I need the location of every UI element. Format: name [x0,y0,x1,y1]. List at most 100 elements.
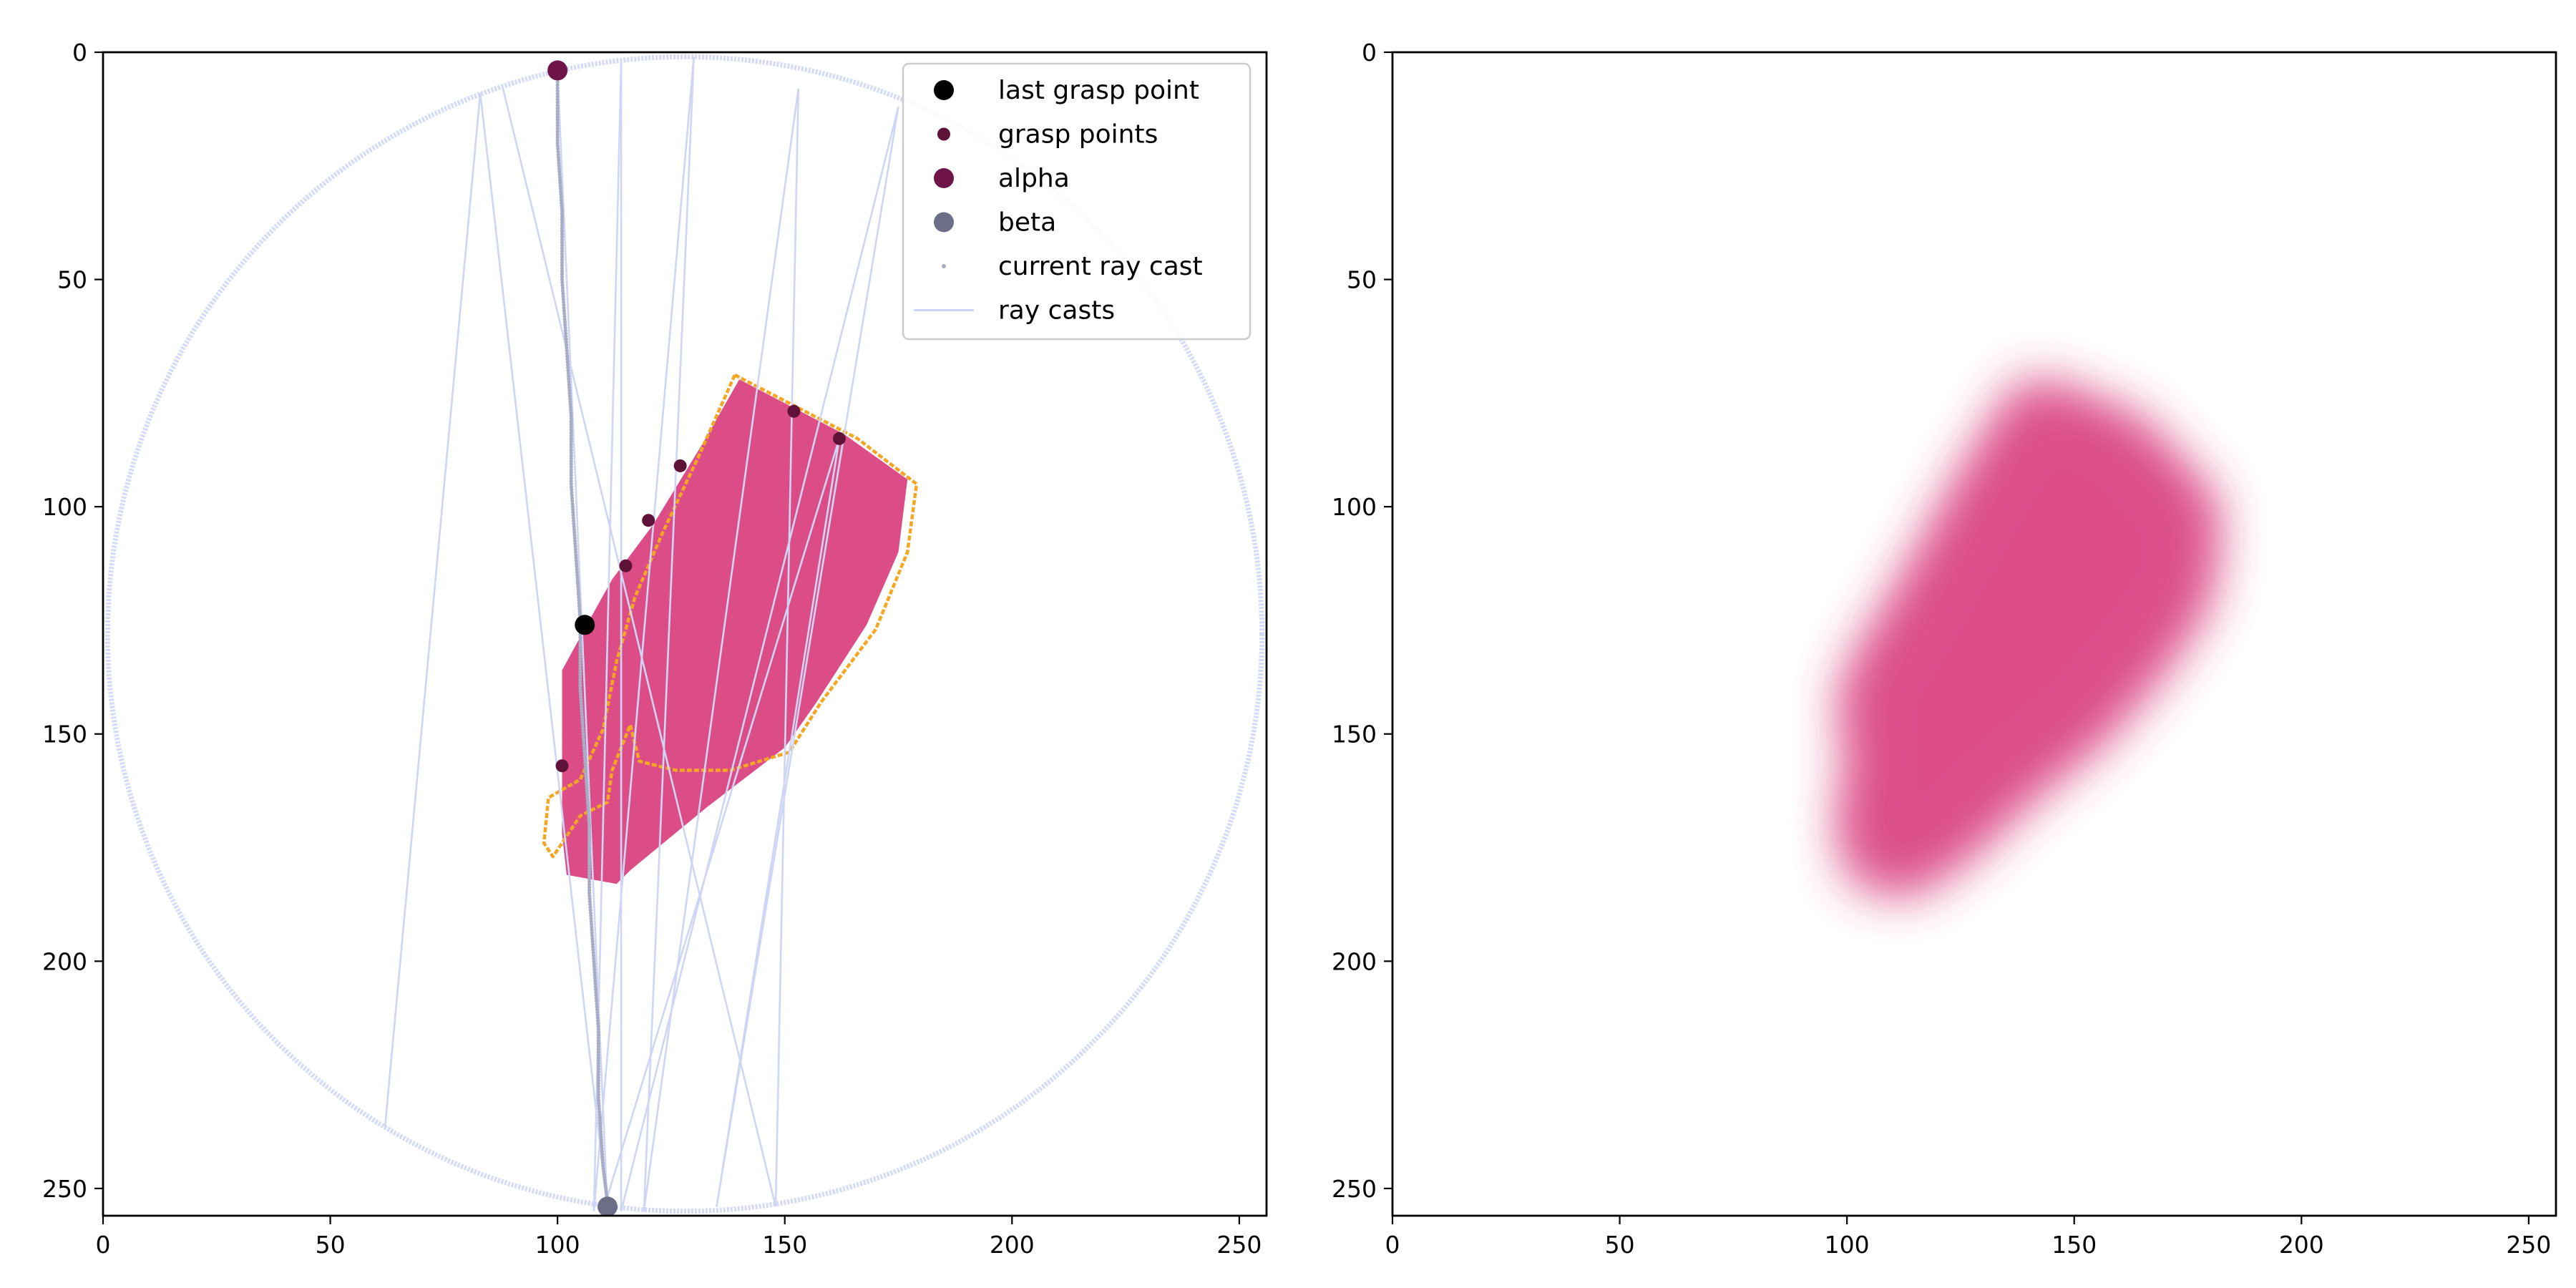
current-ray-cast-point [563,323,567,327]
current-ray-cast-point [565,357,570,361]
current-ray-cast-point [597,1107,601,1111]
current-ray-cast-point [577,595,581,600]
current-ray-cast-point [602,1172,606,1176]
current-ray-cast-point [555,100,560,104]
current-ray-cast-point [583,760,587,765]
current-ray-cast-point [596,1070,600,1074]
current-ray-cast-point [585,780,589,784]
current-ray-cast-point [560,280,565,285]
current-ray-cast-point [574,553,578,557]
right-axes-frame [1391,51,2557,1217]
current-ray-cast-point [578,650,582,654]
alpha-point [547,60,568,81]
current-ray-cast-point [565,363,570,367]
current-ray-cast-point [596,1044,600,1049]
ray-cast-line [716,107,899,1207]
current-ray-cast-point [587,854,592,859]
x-tick-label: 50 [1605,1231,1635,1259]
current-ray-cast-point [557,158,561,162]
y-tick-label: 250 [42,1175,87,1203]
current-ray-cast-point [560,206,564,210]
right-panel-axes: 0 50 100 150 200 250 0 50 100 150 200 250 [1332,39,2557,1259]
current-ray-cast-point [587,865,592,869]
current-ray-cast-point [582,751,587,756]
current-ray-cast-point [583,769,588,773]
current-ray-cast-point [592,976,597,980]
current-ray-cast-point [562,311,567,316]
current-ray-cast-point [590,933,595,938]
current-ray-cast-point [579,703,584,708]
current-ray-cast-point [596,1084,600,1088]
current-ray-cast-point [588,902,592,907]
ray-cast-line [716,438,841,1207]
current-ray-cast-point [559,197,564,203]
current-ray-cast-point [565,360,570,364]
current-ray-cast-point [598,1121,602,1126]
current-ray-cast-point [592,973,597,977]
current-ray-cast-point [578,689,582,693]
current-ray-cast-point [586,803,590,807]
current-ray-cast-point [581,735,586,739]
current-ray-cast-point [593,979,597,983]
current-ray-cast-point [590,925,594,930]
current-ray-cast-point [585,794,590,799]
current-ray-cast-point [566,369,570,373]
current-ray-cast-point [566,374,571,379]
current-ray-cast-point [593,985,597,989]
current-ray-cast-point [575,567,579,572]
current-ray-cast-point [567,385,572,390]
current-ray-cast-point [598,1126,602,1131]
current-ray-cast-point [576,592,581,597]
current-ray-cast-point [577,601,581,605]
current-ray-cast-point [587,894,592,898]
current-ray-cast-point [569,457,573,461]
current-ray-cast-point [555,103,560,107]
y-tick-label: 150 [1332,721,1377,748]
x-tick-label: 200 [990,1231,1035,1259]
current-ray-cast-point [555,135,560,140]
current-ray-cast-point [602,1169,606,1174]
current-ray-cast-point [555,144,560,148]
current-ray-cast-point [596,1061,600,1065]
current-ray-cast-point [569,467,573,472]
current-ray-cast-point [602,1175,607,1179]
current-ray-cast-point [569,479,573,484]
legend-marker [942,264,946,268]
x-tick-label: 250 [2506,1231,2551,1259]
current-ray-cast-point [595,1016,600,1020]
current-ray-cast-point [557,178,562,182]
current-ray-cast-point [560,277,565,282]
current-ray-cast-point [592,965,597,969]
current-ray-cast-point [569,411,573,415]
current-ray-cast-point [596,1041,600,1046]
current-ray-cast-point [596,1058,600,1063]
grasp-point [555,759,569,773]
legend-marker [937,127,950,141]
current-ray-cast-point [595,999,599,1003]
current-ray-cast-point [575,564,579,569]
current-ray-cast-point [569,428,573,432]
current-ray-cast-point [594,990,598,995]
current-ray-cast-point [555,106,560,110]
current-ray-cast-point [599,1135,603,1140]
current-ray-cast-point [579,695,583,699]
heatmap-blob-core [1847,384,2211,889]
current-ray-cast-point [560,252,565,256]
current-ray-cast-point [566,366,570,370]
current-ray-cast-point [570,507,575,512]
current-ray-cast-point [578,663,582,668]
current-ray-cast-point [568,402,572,406]
y-tick-label: 0 [1362,39,1377,67]
current-ray-cast-point [572,533,577,537]
right-plot-content [1847,384,2211,889]
current-ray-cast-point [582,743,586,748]
current-ray-cast-point [589,914,593,918]
current-ray-cast-point [582,746,587,751]
left-axis-ticks: 0 50 100 150 200 250 0 50 100 150 200 250 [42,39,1262,1259]
current-ray-cast-point [587,857,592,862]
current-ray-cast-point [572,539,577,543]
current-ray-cast-point [585,786,589,790]
current-ray-cast-point [598,1129,603,1134]
y-tick-label: 100 [1332,493,1377,521]
current-ray-cast-point [587,897,592,901]
